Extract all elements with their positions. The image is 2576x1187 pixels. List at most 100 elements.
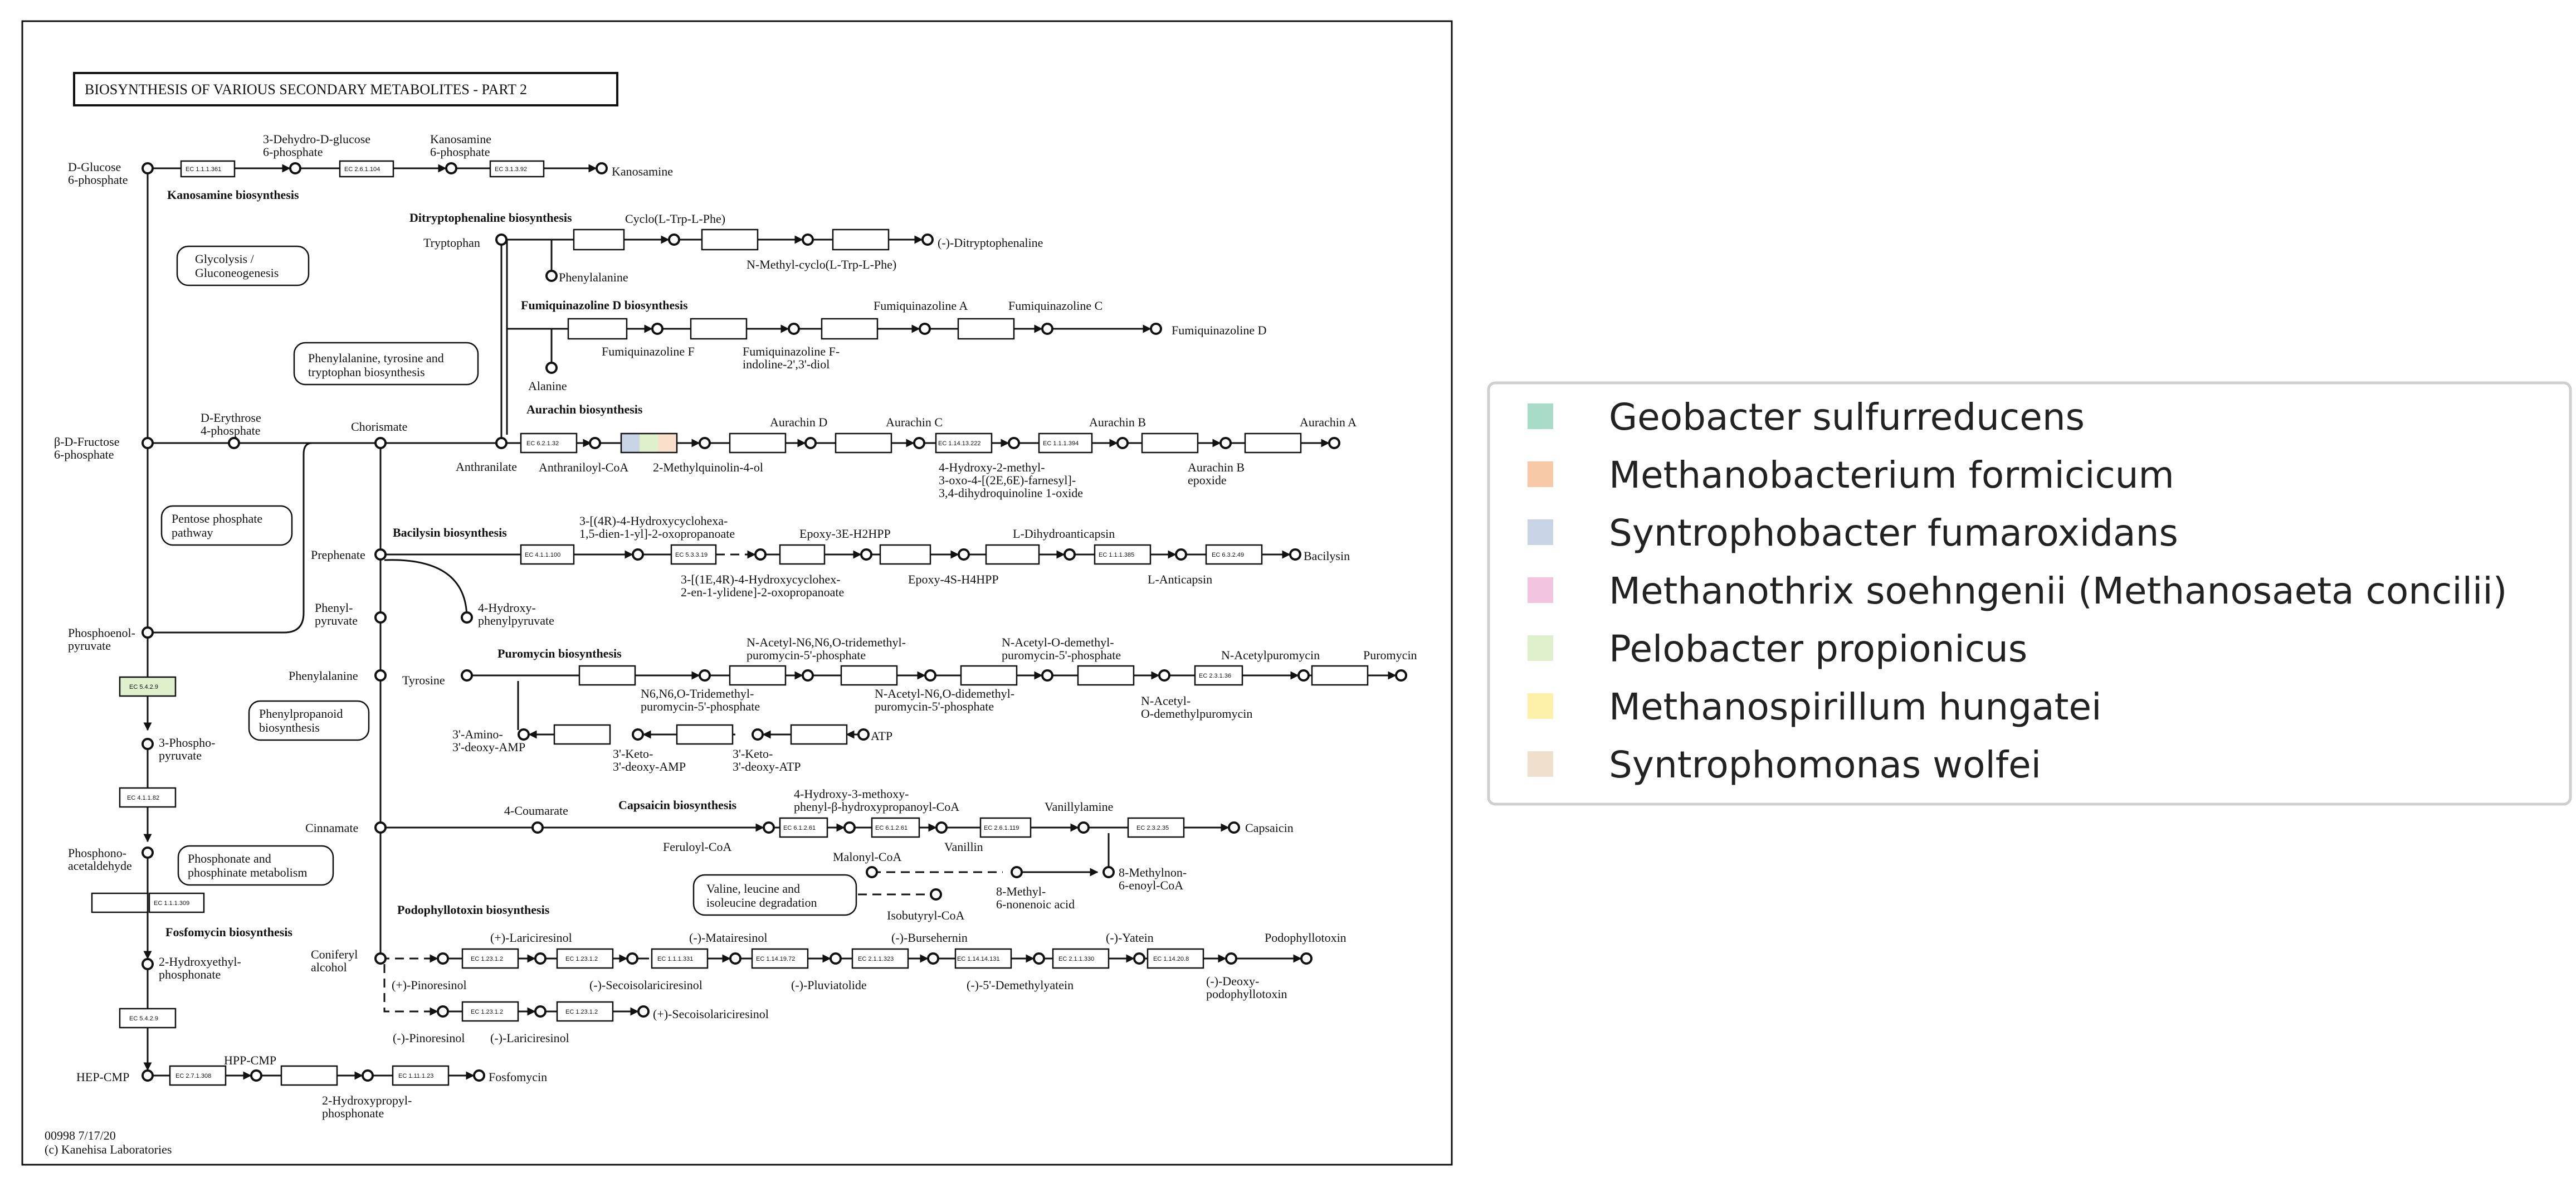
enzyme-box[interactable] — [690, 318, 748, 340]
compound-node[interactable] — [860, 548, 872, 561]
compound-node[interactable] — [958, 548, 970, 561]
enzyme-box[interactable] — [821, 318, 879, 340]
enzyme-box[interactable] — [957, 318, 1015, 340]
enzyme-box[interactable]: EC 1.1.1.361 — [180, 160, 236, 178]
compound-node[interactable] — [142, 1069, 154, 1082]
enzyme-box[interactable] — [879, 544, 931, 565]
compound-node[interactable] — [142, 437, 154, 449]
compound-node[interactable] — [1289, 548, 1301, 561]
compound-node[interactable] — [495, 233, 508, 246]
compound-node[interactable] — [374, 611, 387, 624]
enzyme-box[interactable] — [840, 665, 898, 686]
compound-node[interactable] — [142, 958, 154, 970]
enzyme-box[interactable]: EC 1.1.1.394 — [1038, 432, 1093, 454]
compound-node[interactable] — [1077, 821, 1090, 834]
enzyme-box-highlighted[interactable] — [620, 432, 678, 454]
compound-node[interactable] — [531, 821, 544, 834]
enzyme-box[interactable]: EC 2.3.2.35 — [1127, 817, 1185, 838]
compound-node[interactable] — [843, 821, 856, 834]
compound-node[interactable] — [802, 669, 814, 682]
enzyme-box[interactable]: EC 6.3.2.49 — [1205, 544, 1263, 565]
compound-node[interactable] — [1033, 952, 1045, 965]
enzyme-box[interactable]: EC 6.1.2.61 — [779, 817, 828, 838]
enzyme-box[interactable]: EC 2.7.1.308 — [169, 1065, 227, 1086]
compound-node[interactable] — [473, 1069, 485, 1082]
compound-node[interactable] — [518, 728, 530, 741]
compound-node[interactable] — [935, 821, 948, 834]
compound-node[interactable] — [596, 162, 608, 174]
compound-node[interactable] — [1116, 437, 1129, 449]
compound-node[interactable] — [857, 728, 870, 741]
enzyme-box[interactable]: EC 1.23.1.2 — [556, 1001, 614, 1022]
enzyme-box[interactable] — [835, 432, 892, 454]
enzyme-box[interactable]: EC 6.1.2.61 — [871, 817, 920, 838]
compound-node[interactable] — [763, 821, 775, 834]
compound-node[interactable] — [374, 437, 387, 449]
enzyme-box[interactable]: EC 1.14.14.131 — [954, 948, 1012, 969]
compound-node[interactable] — [1175, 548, 1187, 561]
compound-node[interactable] — [437, 1005, 449, 1018]
enzyme-box[interactable]: EC 1.1.1.309 — [148, 892, 205, 913]
enzyme-box[interactable] — [1311, 665, 1369, 686]
compound-node[interactable] — [830, 952, 842, 965]
compound-node[interactable] — [1225, 952, 1237, 965]
compound-node[interactable] — [142, 847, 154, 859]
compound-node[interactable] — [632, 728, 644, 741]
enzyme-box[interactable] — [779, 544, 826, 565]
compound-node[interactable] — [545, 270, 558, 282]
compound-node[interactable] — [545, 362, 558, 374]
compound-node[interactable] — [1011, 866, 1023, 878]
compound-node[interactable] — [495, 437, 508, 449]
enzyme-box[interactable] — [985, 544, 1040, 565]
compound-node[interactable] — [1150, 323, 1162, 335]
map-link-phosphonate[interactable]: Phosphonate and phosphinate metabolism — [177, 845, 334, 886]
compound-node[interactable] — [250, 1069, 262, 1082]
compound-node[interactable] — [930, 888, 942, 901]
enzyme-box[interactable] — [832, 228, 890, 251]
compound-node[interactable] — [699, 669, 711, 682]
enzyme-box[interactable] — [729, 665, 787, 686]
enzyme-box[interactable]: EC 1.14.13.222 — [935, 432, 993, 454]
compound-node[interactable] — [461, 669, 473, 682]
compound-node[interactable] — [437, 952, 449, 965]
compound-node[interactable] — [589, 437, 601, 449]
compound-node[interactable] — [362, 1069, 374, 1082]
compound-node[interactable] — [919, 323, 931, 335]
enzyme-box[interactable]: EC 5.4.2.9 — [119, 1008, 177, 1029]
compound-node[interactable] — [754, 548, 767, 561]
enzyme-box[interactable]: EC 1.14.20.8 — [1146, 948, 1204, 969]
compound-node[interactable] — [632, 548, 644, 561]
enzyme-box[interactable]: EC 1.14.19.72 — [751, 948, 809, 969]
compound-node[interactable] — [699, 437, 711, 449]
compound-node[interactable] — [1008, 437, 1020, 449]
enzyme-box[interactable]: EC 4.1.1.100 — [520, 544, 575, 565]
compound-node[interactable] — [1102, 866, 1115, 878]
enzyme-box[interactable] — [578, 665, 636, 686]
compound-node[interactable] — [927, 952, 939, 965]
compound-node[interactable] — [374, 821, 387, 834]
enzyme-box[interactable] — [676, 724, 734, 745]
compound-node[interactable] — [802, 233, 814, 246]
compound-node[interactable] — [1228, 821, 1240, 834]
enzyme-box-highlighted[interactable]: EC 5.4.2.9 — [119, 676, 177, 697]
compound-node[interactable] — [752, 728, 764, 741]
map-link-pentose[interactable]: Pentose phosphate pathway — [160, 505, 293, 546]
compound-node[interactable] — [804, 437, 817, 449]
compound-node[interactable] — [626, 952, 638, 965]
enzyme-box[interactable]: EC 1.1.1.331 — [651, 948, 709, 969]
compound-node[interactable] — [374, 548, 387, 561]
enzyme-box[interactable]: EC 2.1.1.330 — [1052, 948, 1110, 969]
compound-node[interactable] — [1300, 952, 1313, 965]
enzyme-box[interactable] — [960, 665, 1018, 686]
map-link-phenylpropanoid[interactable]: Phenylpropanoid biosynthesis — [248, 700, 370, 741]
compound-node[interactable] — [445, 162, 457, 174]
enzyme-box[interactable]: EC 2.6.1.119 — [979, 817, 1032, 838]
enzyme-box[interactable]: EC 2.3.1.36 — [1194, 665, 1243, 686]
enzyme-box[interactable]: EC 1.23.1.2 — [461, 948, 519, 969]
enzyme-box[interactable]: EC 6.2.1.32 — [520, 432, 578, 454]
compound-node[interactable] — [142, 626, 154, 639]
compound-node[interactable] — [1395, 669, 1407, 682]
compound-node[interactable] — [1158, 669, 1170, 682]
enzyme-box[interactable] — [91, 892, 149, 913]
compound-node[interactable] — [637, 1005, 650, 1018]
